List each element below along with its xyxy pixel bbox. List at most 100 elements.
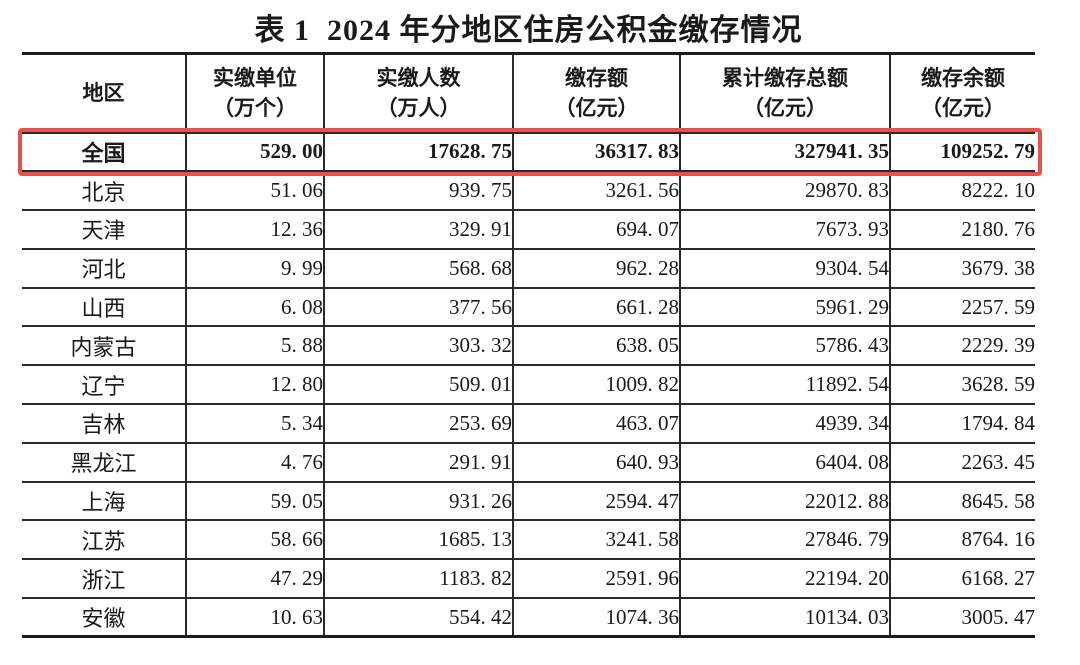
value-cell: 1009. 82 — [512, 364, 680, 405]
value-cell: 8764. 16 — [889, 519, 1035, 560]
header-label: 累计缴存总额 — [722, 65, 848, 90]
value-cell: 27846. 79 — [679, 519, 890, 560]
table-row: 浙江 47. 29 1183. 82 2591. 96 22194. 20 6168. 2… — [22, 558, 1035, 599]
region-cell: 天津 — [22, 209, 186, 249]
value-cell: 2263. 45 — [889, 441, 1035, 482]
value-cell: 377. 56 — [323, 286, 513, 327]
value-cell: 329. 91 — [323, 209, 513, 249]
value-cell: 2257. 59 — [889, 286, 1035, 327]
value-cell: 51. 06 — [185, 170, 324, 211]
value-cell: 12. 80 — [185, 364, 324, 405]
table-row: 上海 59. 05 931. 26 2594. 47 22012. 88 8645. 58 — [22, 480, 1035, 521]
table-row: 黑龙江 4. 76 291. 91 640. 93 6404. 08 2263. 45 — [22, 441, 1035, 482]
region-cell: 浙江 — [22, 558, 186, 599]
value-cell: 22012. 88 — [679, 480, 890, 521]
value-cell: 109252. 79 — [889, 131, 1035, 172]
table-row: 安徽 10. 63 554. 42 1074. 36 10134. 03 3005. 47 — [22, 597, 1035, 637]
table-row: 河北 9. 99 568. 68 962. 28 9304. 54 3679. 38 — [22, 247, 1035, 288]
table-row-national: 全国 529. 00 17628. 75 36317. 83 327941. 35 109… — [22, 131, 1035, 172]
value-cell: 17628. 75 — [323, 131, 513, 172]
region-cell: 内蒙古 — [22, 325, 186, 366]
header-label: 缴存额 — [565, 65, 628, 90]
region-cell: 吉林 — [22, 403, 186, 443]
value-cell: 931. 26 — [323, 480, 513, 521]
value-cell: 5786. 43 — [679, 325, 890, 366]
value-cell: 11892. 54 — [679, 364, 890, 405]
value-cell: 529. 00 — [185, 131, 324, 172]
value-cell: 36317. 83 — [512, 131, 680, 172]
header-cell-units-paying: 实缴单位 （万个） — [185, 53, 324, 133]
value-cell: 4939. 34 — [679, 403, 890, 443]
value-cell: 5. 88 — [185, 325, 324, 366]
header-cell-deposit-balance: 缴存余额 （亿元） — [889, 53, 1035, 133]
value-cell: 463. 07 — [512, 403, 680, 443]
value-cell: 1685. 13 — [323, 519, 513, 560]
value-cell: 6404. 08 — [679, 441, 890, 482]
value-cell: 962. 28 — [512, 247, 680, 288]
value-cell: 3241. 58 — [512, 519, 680, 560]
header-unit: （亿元） — [554, 96, 639, 121]
header-cell-deposit-amount: 缴存额 （亿元） — [512, 53, 680, 133]
header-cell-people-paying: 实缴人数 （万人） — [323, 53, 513, 133]
value-cell: 10134. 03 — [679, 597, 890, 637]
value-cell: 2229. 39 — [889, 325, 1035, 366]
header-label: 地区 — [82, 81, 125, 106]
value-cell: 2594. 47 — [512, 480, 680, 521]
value-cell: 2180. 76 — [889, 209, 1035, 249]
provident-fund-table: 地区 实缴单位 （万个） 实缴人数 （万人） 缴存额 （亿元） 累计缴存总额 — [22, 52, 1035, 639]
value-cell: 47. 29 — [185, 558, 324, 599]
header-unit: （万个） — [213, 96, 297, 121]
table-row: 江苏 58. 66 1685. 13 3241. 58 27846. 79 8764. 1… — [22, 519, 1035, 560]
value-cell: 58. 66 — [185, 519, 324, 560]
table-row: 辽宁 12. 80 509. 01 1009. 82 11892. 54 3628. 59 — [22, 364, 1035, 405]
value-cell: 29870. 83 — [679, 170, 890, 211]
value-cell: 638. 05 — [512, 325, 680, 366]
region-cell: 安徽 — [22, 597, 186, 637]
table-row: 山西 6. 08 377. 56 661. 28 5961. 29 2257. 59 — [22, 286, 1035, 327]
value-cell: 327941. 35 — [679, 131, 890, 172]
table-row: 吉林 5. 34 253. 69 463. 07 4939. 34 1794. 84 — [22, 403, 1035, 443]
value-cell: 694. 07 — [512, 209, 680, 249]
value-cell: 3628. 59 — [889, 364, 1035, 405]
table-row: 内蒙古 5. 88 303. 32 638. 05 5786. 43 2229. 39 — [22, 325, 1035, 366]
table-body: 全国 529. 00 17628. 75 36317. 83 327941. 35 109… — [22, 131, 1035, 637]
value-cell: 22194. 20 — [679, 558, 890, 599]
header-label: 缴存余额 — [921, 65, 1005, 90]
header-label: 实缴单位 — [213, 65, 297, 90]
value-cell: 7673. 93 — [679, 209, 890, 249]
value-cell: 3005. 47 — [889, 597, 1035, 637]
region-cell: 辽宁 — [22, 364, 186, 405]
value-cell: 640. 93 — [512, 441, 680, 482]
value-cell: 568. 68 — [323, 247, 513, 288]
value-cell: 1183. 82 — [323, 558, 513, 599]
header-unit: （亿元） — [743, 96, 827, 121]
value-cell: 661. 28 — [512, 286, 680, 327]
header-unit: （万人） — [376, 96, 461, 121]
region-cell: 上海 — [22, 480, 186, 521]
value-cell: 3679. 38 — [889, 247, 1035, 288]
region-cell: 河北 — [22, 247, 186, 288]
region-cell: 山西 — [22, 286, 186, 327]
region-cell: 黑龙江 — [22, 441, 186, 482]
table-title: 表 1 2024 年分地区住房公积金缴存情况 — [254, 14, 803, 47]
value-cell: 509. 01 — [323, 364, 513, 405]
header-cell-region: 地区 — [22, 54, 186, 133]
header-unit: （亿元） — [921, 96, 1005, 121]
value-cell: 939. 75 — [323, 170, 513, 211]
header-label: 实缴人数 — [376, 65, 461, 90]
value-cell: 3261. 56 — [512, 170, 680, 211]
header-cell-cumulative-total: 累计缴存总额 （亿元） — [679, 53, 890, 133]
value-cell: 2591. 96 — [512, 558, 680, 599]
value-cell: 9304. 54 — [679, 247, 890, 288]
table-header-row: 地区 实缴单位 （万个） 实缴人数 （万人） 缴存额 （亿元） 累计缴存总额 — [22, 53, 1035, 133]
value-cell: 1074. 36 — [512, 597, 680, 637]
value-cell: 6168. 27 — [889, 558, 1035, 599]
region-cell: 全国 — [22, 131, 186, 172]
value-cell: 4. 76 — [185, 441, 324, 482]
table-row: 天津 12. 36 329. 91 694. 07 7673. 93 2180. 76 — [22, 209, 1035, 249]
value-cell: 12. 36 — [185, 209, 324, 249]
value-cell: 8645. 58 — [889, 480, 1035, 521]
table-row: 北京 51. 06 939. 75 3261. 56 29870. 83 8222. 10 — [22, 170, 1035, 211]
value-cell: 59. 05 — [185, 480, 324, 521]
value-cell: 10. 63 — [185, 597, 324, 637]
